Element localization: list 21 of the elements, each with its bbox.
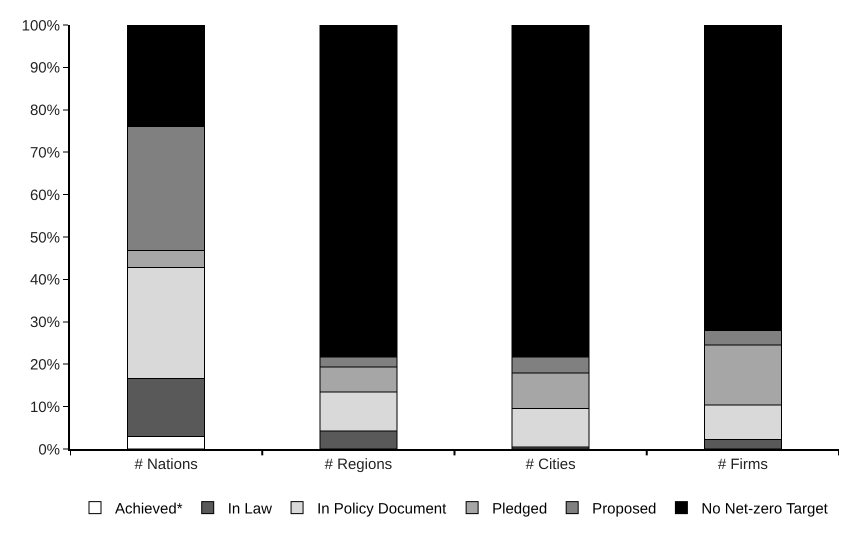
y-tick-label: 40%: [30, 272, 60, 289]
y-tick-label: 80%: [30, 102, 60, 120]
legend-label: Proposed: [592, 500, 656, 518]
x-tick-label: # Regions: [324, 456, 392, 473]
y-tick-label: 20%: [30, 356, 60, 374]
legend-label: In Policy Document: [317, 500, 448, 518]
y-tick-label: 30%: [30, 314, 60, 332]
y-tick-label: 10%: [30, 398, 60, 416]
x-tick-label: # Cities: [526, 456, 576, 473]
y-tick-label: 70%: [30, 144, 60, 162]
y-tick-label: 100%: [22, 17, 60, 34]
legend-label: No Net-zero Target: [701, 500, 829, 518]
y-tick-label: 50%: [30, 229, 60, 246]
x-tick-label: # Nations: [134, 456, 198, 473]
y-tick-label: 60%: [30, 186, 60, 204]
x-tick-label: # Firms: [718, 456, 768, 473]
legend-label: In Law: [228, 500, 272, 518]
legend-label: Achieved*: [115, 500, 183, 518]
legend-label: Pledged: [492, 500, 548, 518]
y-tick-label: 90%: [30, 60, 60, 77]
y-tick-label: 0%: [38, 441, 60, 458]
